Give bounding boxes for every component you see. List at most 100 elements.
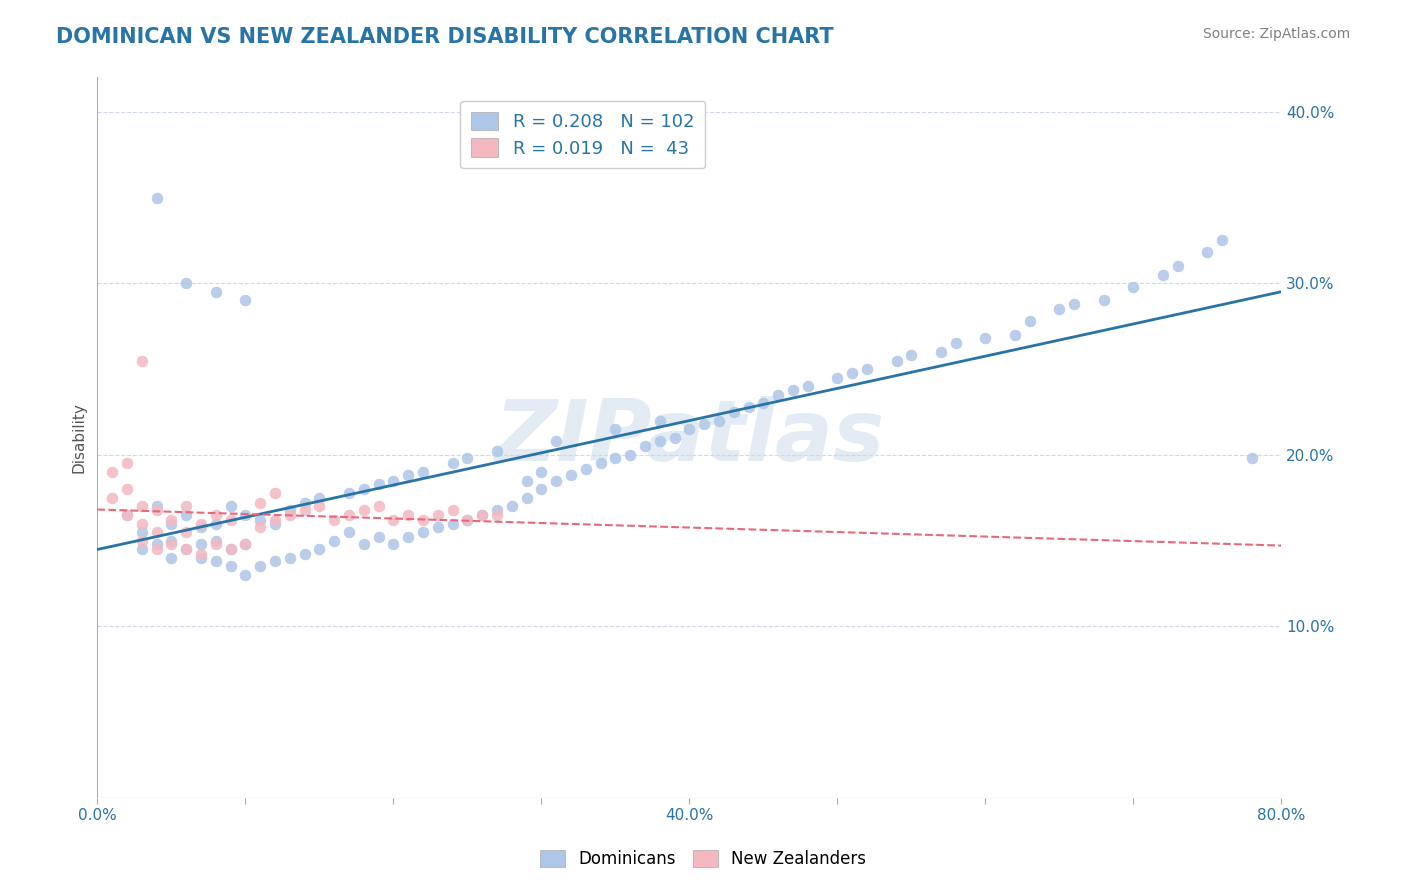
Point <box>1092 293 1115 308</box>
Point <box>294 496 316 510</box>
Point <box>856 362 879 376</box>
Point <box>249 520 271 534</box>
Point <box>101 491 124 505</box>
Point <box>219 559 242 574</box>
Point <box>396 508 419 522</box>
Point <box>115 508 138 522</box>
Point <box>353 503 375 517</box>
Point <box>337 485 360 500</box>
Point <box>1122 279 1144 293</box>
Point <box>294 548 316 562</box>
Point <box>278 550 301 565</box>
Point <box>367 500 389 514</box>
Point <box>441 516 464 531</box>
Point <box>471 508 494 522</box>
Point <box>308 542 330 557</box>
Point <box>471 508 494 522</box>
Point <box>353 537 375 551</box>
Point <box>516 491 538 505</box>
Point <box>264 554 287 568</box>
Point <box>1018 314 1040 328</box>
Point <box>456 451 478 466</box>
Point <box>1240 451 1263 466</box>
Point <box>426 508 449 522</box>
Point <box>619 448 641 462</box>
Point <box>190 516 212 531</box>
Point <box>249 559 271 574</box>
Point <box>426 520 449 534</box>
Point <box>648 414 671 428</box>
Point <box>485 503 508 517</box>
Point <box>204 285 226 299</box>
Point <box>664 431 686 445</box>
Point <box>219 513 242 527</box>
Point <box>145 525 167 540</box>
Point <box>737 400 759 414</box>
Y-axis label: Disability: Disability <box>72 402 86 473</box>
Point <box>160 537 183 551</box>
Point <box>560 468 582 483</box>
Point <box>249 496 271 510</box>
Legend: Dominicans, New Zealanders: Dominicans, New Zealanders <box>533 843 873 875</box>
Point <box>396 468 419 483</box>
Point <box>974 331 997 345</box>
Point <box>160 516 183 531</box>
Point <box>752 396 775 410</box>
Point <box>219 500 242 514</box>
Point <box>382 537 405 551</box>
Point <box>412 465 434 479</box>
Point <box>115 457 138 471</box>
Point <box>1004 327 1026 342</box>
Point <box>693 417 716 431</box>
Point <box>797 379 820 393</box>
Point <box>235 568 257 582</box>
Point <box>219 542 242 557</box>
Point <box>174 277 197 291</box>
Point <box>396 530 419 544</box>
Point <box>945 336 967 351</box>
Point <box>412 525 434 540</box>
Point <box>264 485 287 500</box>
Point <box>235 537 257 551</box>
Point <box>115 508 138 522</box>
Point <box>278 508 301 522</box>
Point <box>190 550 212 565</box>
Text: ZIPatlas: ZIPatlas <box>495 396 884 479</box>
Point <box>886 353 908 368</box>
Point <box>367 530 389 544</box>
Point <box>131 353 153 368</box>
Point <box>546 474 568 488</box>
Point <box>160 550 183 565</box>
Point <box>337 525 360 540</box>
Point <box>1047 301 1070 316</box>
Point <box>456 513 478 527</box>
Point <box>367 477 389 491</box>
Point <box>678 422 700 436</box>
Point <box>219 542 242 557</box>
Point <box>235 537 257 551</box>
Point <box>174 542 197 557</box>
Point <box>1197 245 1219 260</box>
Point <box>190 548 212 562</box>
Point <box>485 444 508 458</box>
Point <box>131 533 153 548</box>
Point <box>145 500 167 514</box>
Point <box>204 516 226 531</box>
Point <box>131 500 153 514</box>
Point <box>1063 297 1085 311</box>
Point <box>530 465 553 479</box>
Point <box>382 474 405 488</box>
Point <box>278 503 301 517</box>
Point <box>827 370 849 384</box>
Point <box>115 482 138 496</box>
Point <box>900 348 922 362</box>
Point <box>589 457 612 471</box>
Point <box>382 513 405 527</box>
Point <box>174 508 197 522</box>
Point <box>1211 234 1233 248</box>
Point <box>249 513 271 527</box>
Point <box>174 542 197 557</box>
Point <box>1167 259 1189 273</box>
Point <box>308 491 330 505</box>
Point <box>634 439 657 453</box>
